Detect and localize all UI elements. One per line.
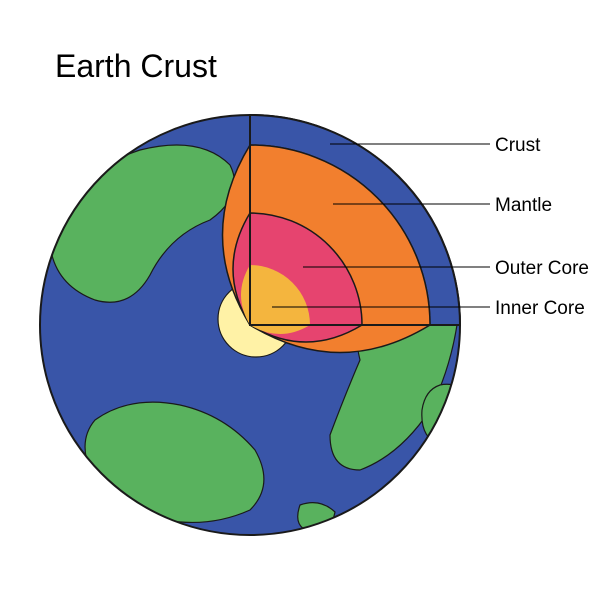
label-mantle: Mantle bbox=[495, 195, 552, 217]
label-inner_core: Inner Core bbox=[495, 298, 585, 320]
label-crust: Crust bbox=[495, 135, 540, 157]
cutaway bbox=[218, 115, 460, 357]
diagram-title: Earth Crust bbox=[55, 48, 217, 85]
label-outer_core: Outer Core bbox=[495, 258, 589, 280]
